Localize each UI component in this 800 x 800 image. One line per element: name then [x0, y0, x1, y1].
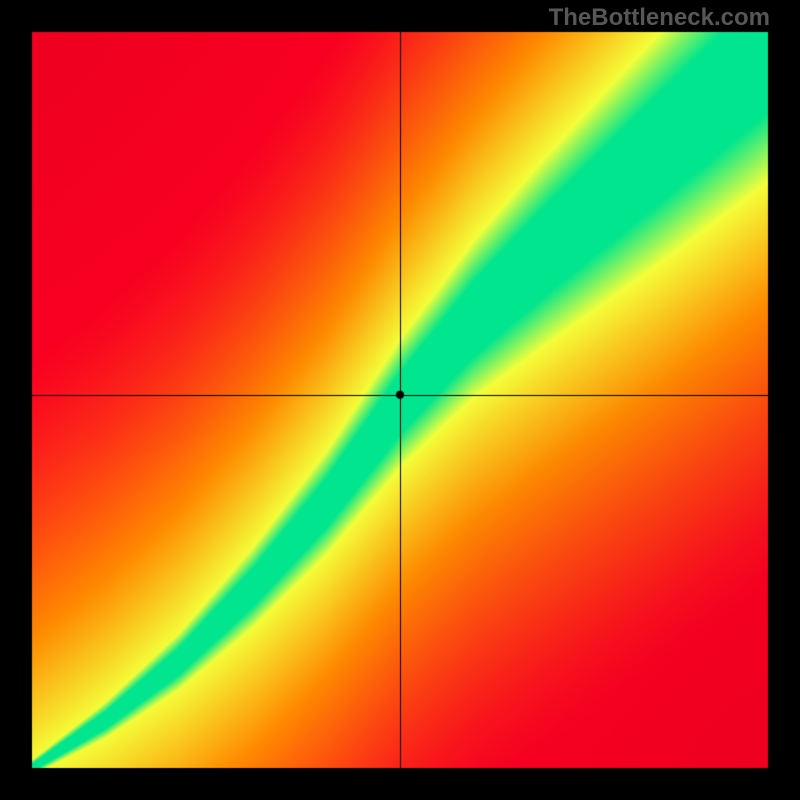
watermark-text: TheBottleneck.com	[549, 4, 770, 32]
heatmap-canvas	[0, 0, 800, 800]
chart-stage: TheBottleneck.com	[0, 0, 800, 800]
